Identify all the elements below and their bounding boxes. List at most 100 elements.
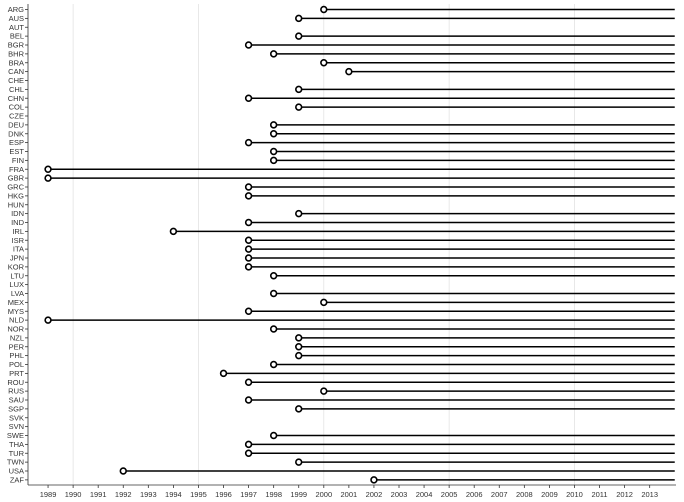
- start-point-pol: [269, 360, 278, 369]
- x-gridlines: [72, 4, 575, 485]
- start-point-nzl: [295, 334, 303, 342]
- start-point-col: [295, 103, 303, 111]
- row-label-twn: TWN: [7, 458, 24, 467]
- start-point-tur: [244, 449, 253, 457]
- start-point-gbr: [44, 174, 52, 182]
- start-point-irl: [169, 227, 178, 236]
- start-point-fra: [44, 165, 52, 173]
- row-label-arg: ARG: [8, 5, 24, 14]
- row-label-nor: NOR: [7, 325, 24, 334]
- row-label-prt: PRT: [9, 369, 24, 378]
- start-point-idn: [295, 209, 303, 218]
- row-label-ltu: LTU: [10, 271, 24, 280]
- row-label-kor: KOR: [8, 262, 25, 271]
- x-tick-label-1992: 1992: [115, 490, 132, 499]
- start-point-per: [295, 343, 303, 351]
- x-tick-label-2013: 2013: [641, 490, 658, 499]
- x-axis-ticks: 1989 1990 1991 1992 1993 1994 1995 1996 1997 1998…: [40, 485, 658, 499]
- start-point-ita: [244, 245, 253, 253]
- x-tick-label-2012: 2012: [616, 490, 633, 499]
- x-tick-label-2009: 2009: [541, 490, 558, 499]
- start-point-ind: [244, 218, 253, 227]
- start-point-rus: [320, 387, 328, 395]
- row-label-bra: BRA: [9, 58, 24, 67]
- row-label-cze: CZE: [9, 112, 24, 121]
- x-tick-label-1994: 1994: [165, 490, 182, 499]
- row-label-isr: ISR: [11, 236, 24, 245]
- row-label-idn: IDN: [11, 209, 24, 218]
- x-tick-label-1993: 1993: [140, 490, 157, 499]
- x-tick-label-2004: 2004: [416, 490, 433, 499]
- x-tick-label-2003: 2003: [391, 490, 408, 499]
- row-label-swe: SWE: [7, 431, 24, 440]
- axes: [27, 4, 676, 486]
- x-tick-label-2000: 2000: [315, 490, 332, 499]
- start-point-twn: [295, 458, 303, 466]
- x-tick-label-1989: 1989: [40, 490, 57, 499]
- row-label-est: EST: [9, 147, 24, 156]
- row-label-ind: IND: [11, 218, 25, 227]
- row-label-phl: PHL: [9, 351, 24, 360]
- row-label-gbr: GBR: [8, 174, 25, 183]
- start-point-sau: [244, 396, 253, 404]
- x-tick-label-1999: 1999: [290, 490, 307, 499]
- row-label-per: PER: [9, 342, 25, 351]
- row-label-jpn: JPN: [10, 254, 24, 263]
- start-point-bel: [295, 32, 303, 40]
- x-tick-label-1995: 1995: [190, 490, 207, 499]
- start-point-nor: [269, 325, 278, 333]
- row-label-lux: LUX: [9, 280, 24, 289]
- start-point-bgr: [244, 41, 253, 49]
- start-point-arg: [320, 5, 328, 14]
- start-point-kor: [244, 263, 253, 271]
- start-point-swe: [269, 431, 278, 440]
- row-label-che: CHE: [8, 76, 24, 85]
- start-point-esp: [244, 138, 253, 147]
- x-tick-label-1997: 1997: [240, 490, 257, 499]
- start-point-rou: [244, 378, 253, 386]
- row-label-nld: NLD: [9, 316, 25, 325]
- start-point-bhr: [269, 50, 278, 58]
- start-point-phl: [295, 351, 303, 360]
- x-tick-label-1998: 1998: [265, 490, 282, 499]
- x-tick-label-1990: 1990: [65, 490, 82, 499]
- x-tick-label-2007: 2007: [491, 490, 508, 499]
- row-label-col: COL: [9, 103, 24, 112]
- row-label-can: CAN: [8, 67, 24, 76]
- row-label-fin: FIN: [12, 156, 24, 165]
- row-label-fra: FRA: [9, 165, 24, 174]
- start-point-aus: [295, 14, 303, 23]
- x-tick-label-2002: 2002: [366, 490, 383, 499]
- start-point-prt: [219, 369, 228, 378]
- row-label-mys: MYS: [8, 307, 24, 316]
- start-point-fin: [269, 156, 278, 165]
- start-point-usa: [119, 467, 127, 475]
- start-point-tha: [244, 440, 253, 449]
- start-point-sgp: [295, 405, 303, 413]
- row-label-grc: GRC: [7, 183, 24, 192]
- row-label-irl: IRL: [12, 227, 24, 236]
- row-label-svk: SVK: [9, 413, 24, 422]
- start-point-chl: [295, 85, 303, 94]
- x-tick-label-1991: 1991: [90, 490, 107, 499]
- row-label-lva: LVA: [11, 289, 24, 298]
- row-label-rou: ROU: [7, 378, 24, 387]
- row-label-sgp: SGP: [8, 404, 24, 413]
- start-point-deu: [269, 121, 278, 129]
- country-rows: ARGAUSAUTBELBGRBHRBRACANCHECHLCHNCOLCZED…: [7, 5, 675, 484]
- row-label-bel: BEL: [10, 32, 24, 41]
- row-label-zaf: ZAF: [10, 475, 25, 484]
- start-point-bra: [320, 59, 328, 67]
- start-point-est: [269, 147, 278, 156]
- start-point-mex: [320, 298, 328, 307]
- x-tick-label-2001: 2001: [341, 490, 358, 499]
- row-label-nzl: NZL: [10, 333, 24, 342]
- row-label-esp: ESP: [9, 138, 24, 147]
- row-label-deu: DEU: [8, 120, 24, 129]
- x-tick-label-2010: 2010: [566, 490, 583, 499]
- x-tick-label-1996: 1996: [215, 490, 232, 499]
- start-point-can: [345, 67, 353, 76]
- x-tick-label-2008: 2008: [516, 490, 533, 499]
- start-point-isr: [244, 236, 253, 244]
